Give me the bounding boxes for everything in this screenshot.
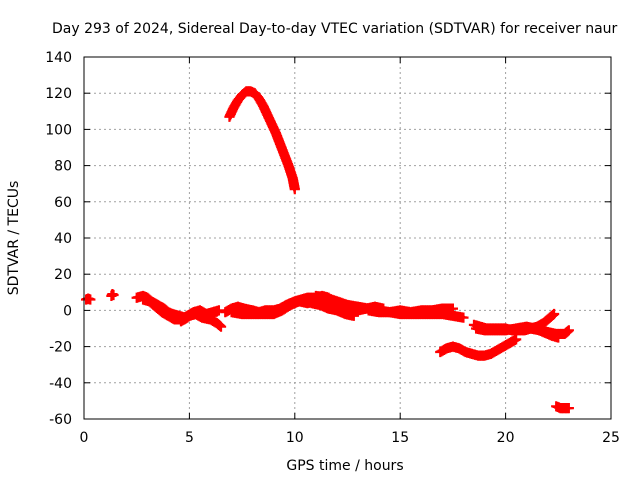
series-seg-a	[81, 293, 96, 305]
series-seg-h	[306, 298, 359, 321]
y-axis-label: SDTVAR / TECUs	[6, 181, 22, 296]
data-point	[85, 294, 96, 305]
data-point	[447, 303, 458, 314]
data-point	[563, 403, 574, 414]
x-axis-label: GPS time / hours	[286, 458, 403, 474]
series-seg-o	[525, 323, 574, 340]
series-seg-k	[224, 86, 300, 195]
x-tick-labels: 0 5 10 15 20 25	[80, 430, 620, 446]
data-point	[289, 184, 300, 195]
x-tick-label: 15	[391, 430, 409, 446]
y-tick-label: 40	[54, 231, 72, 247]
grid-lines	[84, 57, 611, 419]
y-tick-label: 120	[45, 86, 72, 102]
x-tick-label: 10	[286, 430, 304, 446]
data-point	[215, 321, 227, 332]
data-points	[81, 86, 574, 414]
y-tick-label: -20	[49, 340, 72, 356]
y-tick-label: 0	[63, 303, 72, 319]
data-point	[108, 289, 119, 301]
y-tick-label: 140	[45, 50, 72, 66]
y-tick-label: 80	[54, 159, 72, 175]
series-seg-j	[363, 303, 458, 318]
y-tick-label: 60	[54, 195, 72, 211]
y-tick-label: -60	[49, 412, 72, 428]
data-point	[563, 325, 574, 336]
series-seg-b	[106, 289, 119, 302]
series-seg-l	[435, 334, 522, 361]
series-seg-p	[551, 401, 574, 414]
x-tick-label: 25	[602, 430, 620, 446]
data-point	[548, 308, 560, 320]
x-tick-label: 20	[497, 430, 515, 446]
x-tick-label: 5	[185, 430, 194, 446]
data-point	[458, 312, 469, 323]
y-tick-label: -40	[49, 376, 72, 392]
data-point	[511, 334, 522, 345]
y-tick-label: 20	[54, 267, 72, 283]
plot-frame	[83, 56, 612, 420]
data-point	[348, 310, 359, 321]
chart-title: Day 293 of 2024, Sidereal Day-to-day VTE…	[52, 21, 618, 37]
series-seg-e	[175, 305, 225, 327]
axis-ticks	[83, 56, 612, 420]
x-tick-label: 0	[80, 430, 89, 446]
y-tick-label: 100	[45, 122, 72, 138]
y-tick-labels: -60 -40 -20 0 20 40 60 80 100 120 140	[45, 50, 72, 428]
